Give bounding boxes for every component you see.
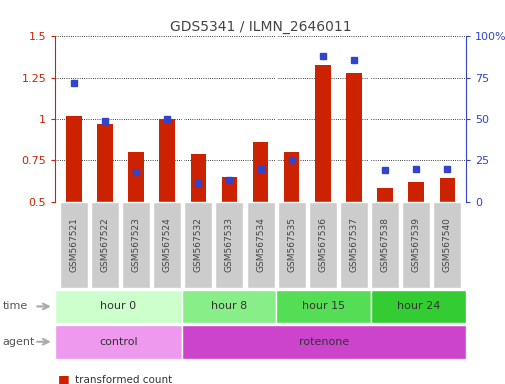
Text: GSM567536: GSM567536 (318, 217, 327, 272)
Bar (97, 124, 113, 202)
Text: GSM567532: GSM567532 (193, 217, 203, 272)
Text: GSM567538: GSM567538 (380, 217, 389, 272)
Bar (377, 189, 392, 202)
Text: agent: agent (3, 337, 35, 347)
Bar (252, 142, 268, 202)
FancyBboxPatch shape (181, 325, 465, 359)
FancyBboxPatch shape (401, 202, 429, 288)
Bar (221, 177, 237, 202)
Title: GDS5341 / ILMN_2646011: GDS5341 / ILMN_2646011 (170, 20, 350, 34)
FancyBboxPatch shape (60, 202, 88, 288)
Text: GSM567537: GSM567537 (349, 217, 358, 272)
Text: transformed count: transformed count (75, 375, 172, 384)
Text: rotenone: rotenone (298, 337, 348, 347)
Bar (190, 154, 206, 202)
Text: hour 8: hour 8 (211, 301, 246, 311)
Text: hour 0: hour 0 (100, 301, 136, 311)
FancyBboxPatch shape (308, 202, 336, 288)
Text: GSM567533: GSM567533 (225, 217, 233, 272)
FancyBboxPatch shape (339, 202, 367, 288)
FancyBboxPatch shape (215, 202, 243, 288)
Bar (439, 179, 454, 202)
FancyBboxPatch shape (91, 202, 119, 288)
FancyBboxPatch shape (246, 202, 274, 288)
Text: GSM567521: GSM567521 (69, 217, 78, 272)
Bar (283, 152, 299, 202)
Bar (159, 119, 175, 202)
FancyBboxPatch shape (181, 290, 276, 323)
Bar (315, 65, 330, 202)
FancyBboxPatch shape (432, 202, 461, 288)
FancyBboxPatch shape (370, 202, 398, 288)
Text: GSM567539: GSM567539 (411, 217, 420, 272)
Text: ■: ■ (58, 373, 70, 384)
FancyBboxPatch shape (153, 202, 181, 288)
FancyBboxPatch shape (184, 202, 212, 288)
Text: GSM567540: GSM567540 (442, 217, 451, 272)
Text: GSM567522: GSM567522 (100, 217, 109, 272)
FancyBboxPatch shape (55, 290, 181, 323)
Bar (128, 152, 143, 202)
FancyBboxPatch shape (122, 202, 150, 288)
FancyBboxPatch shape (55, 325, 181, 359)
Bar (408, 182, 423, 202)
Text: hour 24: hour 24 (396, 301, 439, 311)
Text: time: time (3, 301, 28, 311)
Text: GSM567534: GSM567534 (256, 217, 265, 272)
FancyBboxPatch shape (276, 290, 371, 323)
Bar (66, 116, 81, 202)
Text: GSM567535: GSM567535 (287, 217, 295, 272)
FancyBboxPatch shape (371, 290, 465, 323)
FancyBboxPatch shape (277, 202, 305, 288)
Text: hour 15: hour 15 (301, 301, 345, 311)
Bar (345, 73, 361, 202)
Text: GSM567524: GSM567524 (163, 217, 171, 272)
Text: control: control (99, 337, 137, 347)
Text: GSM567523: GSM567523 (131, 217, 140, 272)
